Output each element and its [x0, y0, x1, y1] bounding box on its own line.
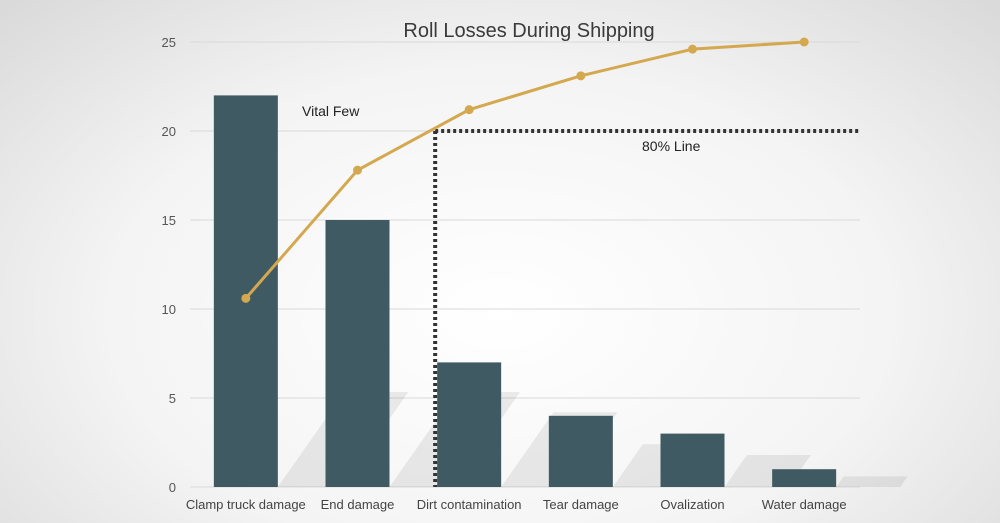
y-tick-label: 0 — [169, 480, 176, 495]
y-tick-label: 25 — [162, 35, 176, 50]
bars — [213, 95, 837, 488]
y-tick-label: 5 — [169, 391, 176, 406]
cumulative-point — [688, 44, 697, 54]
chart-title: Roll Losses During Shipping — [403, 20, 654, 42]
bar — [660, 433, 725, 487]
grid-lines — [190, 41, 860, 488]
y-tick-label: 10 — [162, 302, 176, 317]
bar — [548, 415, 613, 487]
cumulative-point — [464, 105, 474, 115]
cumulative-point — [241, 293, 251, 303]
eighty-percent-line — [433, 129, 860, 487]
eighty-percent-label: 80% Line — [642, 138, 701, 154]
y-tick-label: 15 — [162, 213, 176, 228]
vital-few-annotation: Vital Few — [302, 103, 360, 119]
x-tick-label: Clamp truck damage — [186, 497, 306, 512]
y-axis-ticks: 0 5 10 15 20 25 — [162, 35, 176, 495]
cumulative-point — [353, 165, 362, 175]
cumulative-point — [799, 37, 809, 47]
x-tick-label: End damage — [321, 497, 395, 512]
bar — [325, 220, 390, 487]
x-tick-label: Tear damage — [543, 497, 619, 512]
x-tick-label: Water damage — [762, 497, 847, 512]
bar — [213, 95, 278, 488]
bar-shadow — [836, 476, 908, 487]
x-tick-label: Dirt contamination — [417, 497, 522, 512]
x-tick-label: Ovalization — [660, 497, 724, 512]
cumulative-point — [576, 71, 586, 81]
cumulative-polyline — [244, 40, 805, 300]
bar — [772, 469, 837, 487]
cumulative-line — [241, 37, 809, 303]
x-axis-labels: Clamp truck damage End damage Dirt contami… — [186, 497, 847, 512]
y-tick-label: 20 — [162, 124, 176, 139]
bar — [437, 362, 502, 487]
